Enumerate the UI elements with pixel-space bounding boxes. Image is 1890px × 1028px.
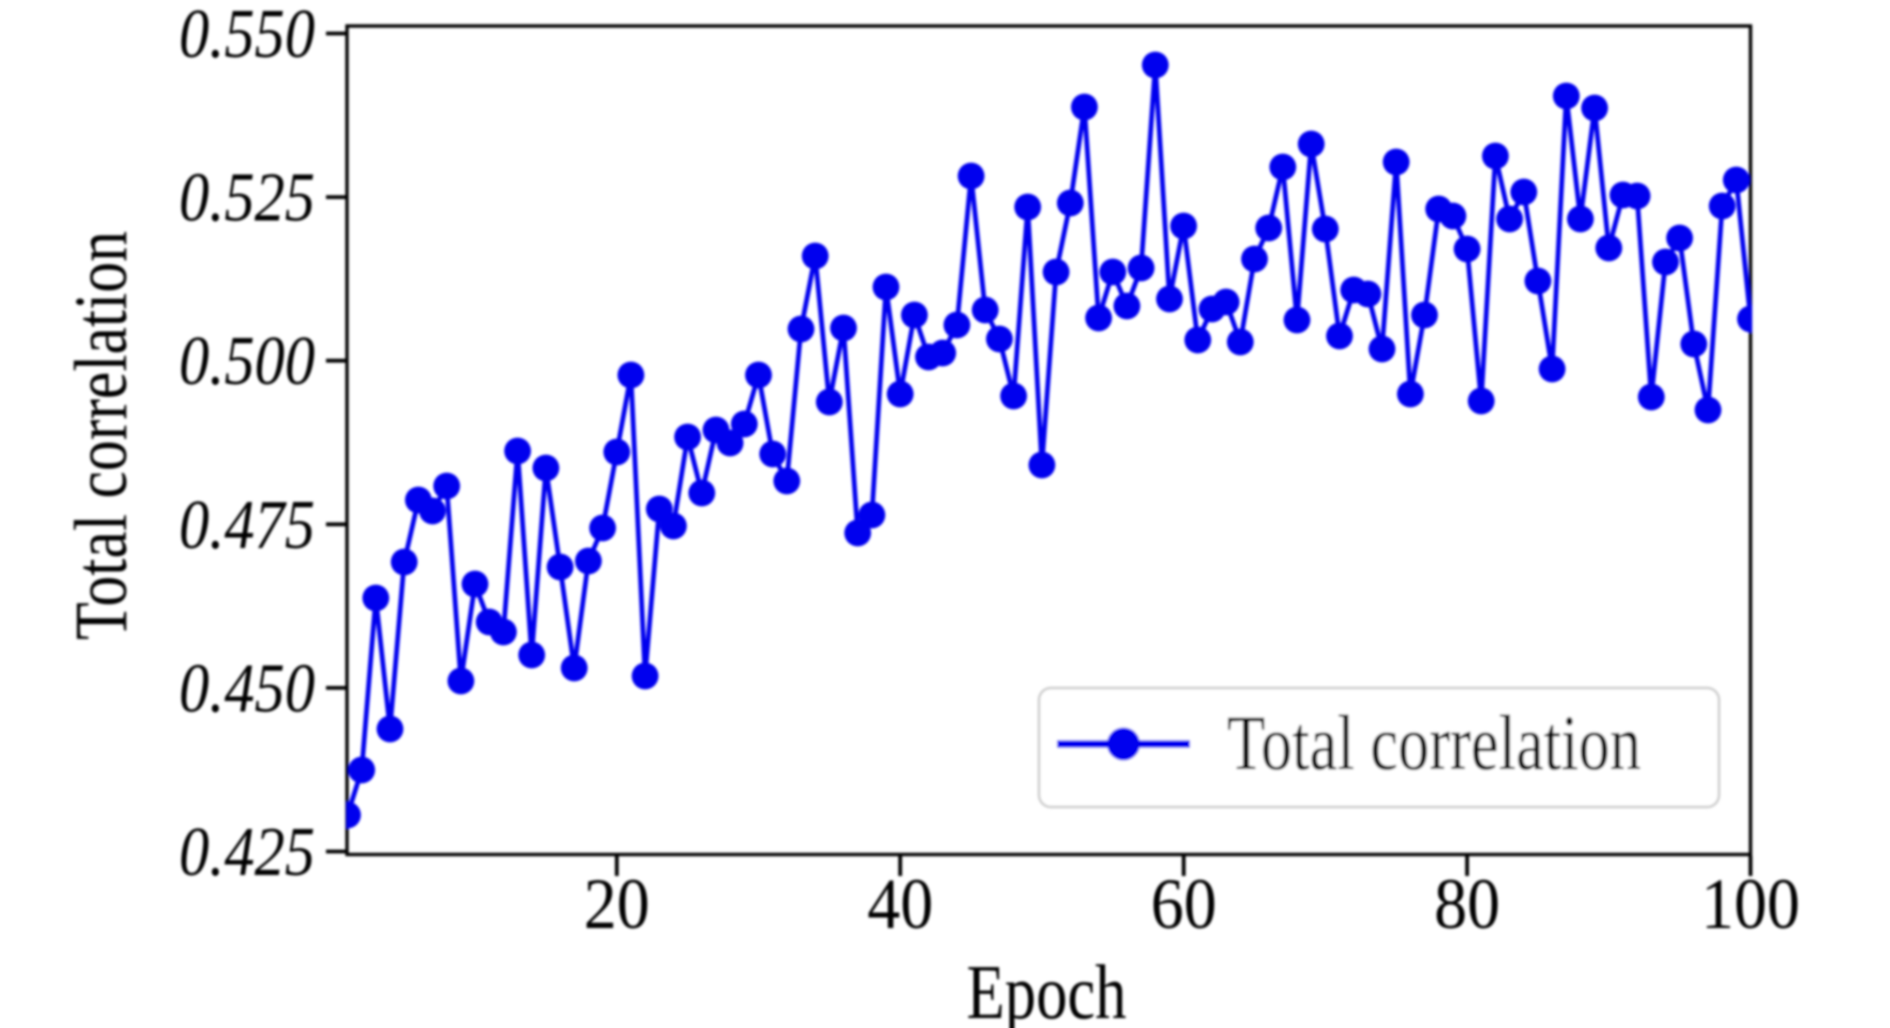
svg-text:Total correlation: Total correlation — [60, 231, 143, 640]
svg-text:0.550: 0.550 — [179, 0, 315, 73]
svg-text:20: 20 — [584, 864, 650, 944]
svg-text:Epoch: Epoch — [967, 949, 1127, 1028]
svg-text:100: 100 — [1701, 864, 1800, 944]
svg-text:Total correlation: Total correlation — [1227, 699, 1641, 786]
svg-text:80: 80 — [1434, 864, 1500, 944]
svg-text:0.500: 0.500 — [179, 323, 315, 400]
svg-text:0.450: 0.450 — [179, 650, 315, 727]
svg-text:0.425: 0.425 — [179, 814, 315, 891]
svg-text:40: 40 — [867, 864, 933, 944]
svg-text:0.475: 0.475 — [179, 487, 315, 564]
svg-text:60: 60 — [1151, 864, 1217, 944]
svg-text:0.525: 0.525 — [179, 160, 315, 237]
